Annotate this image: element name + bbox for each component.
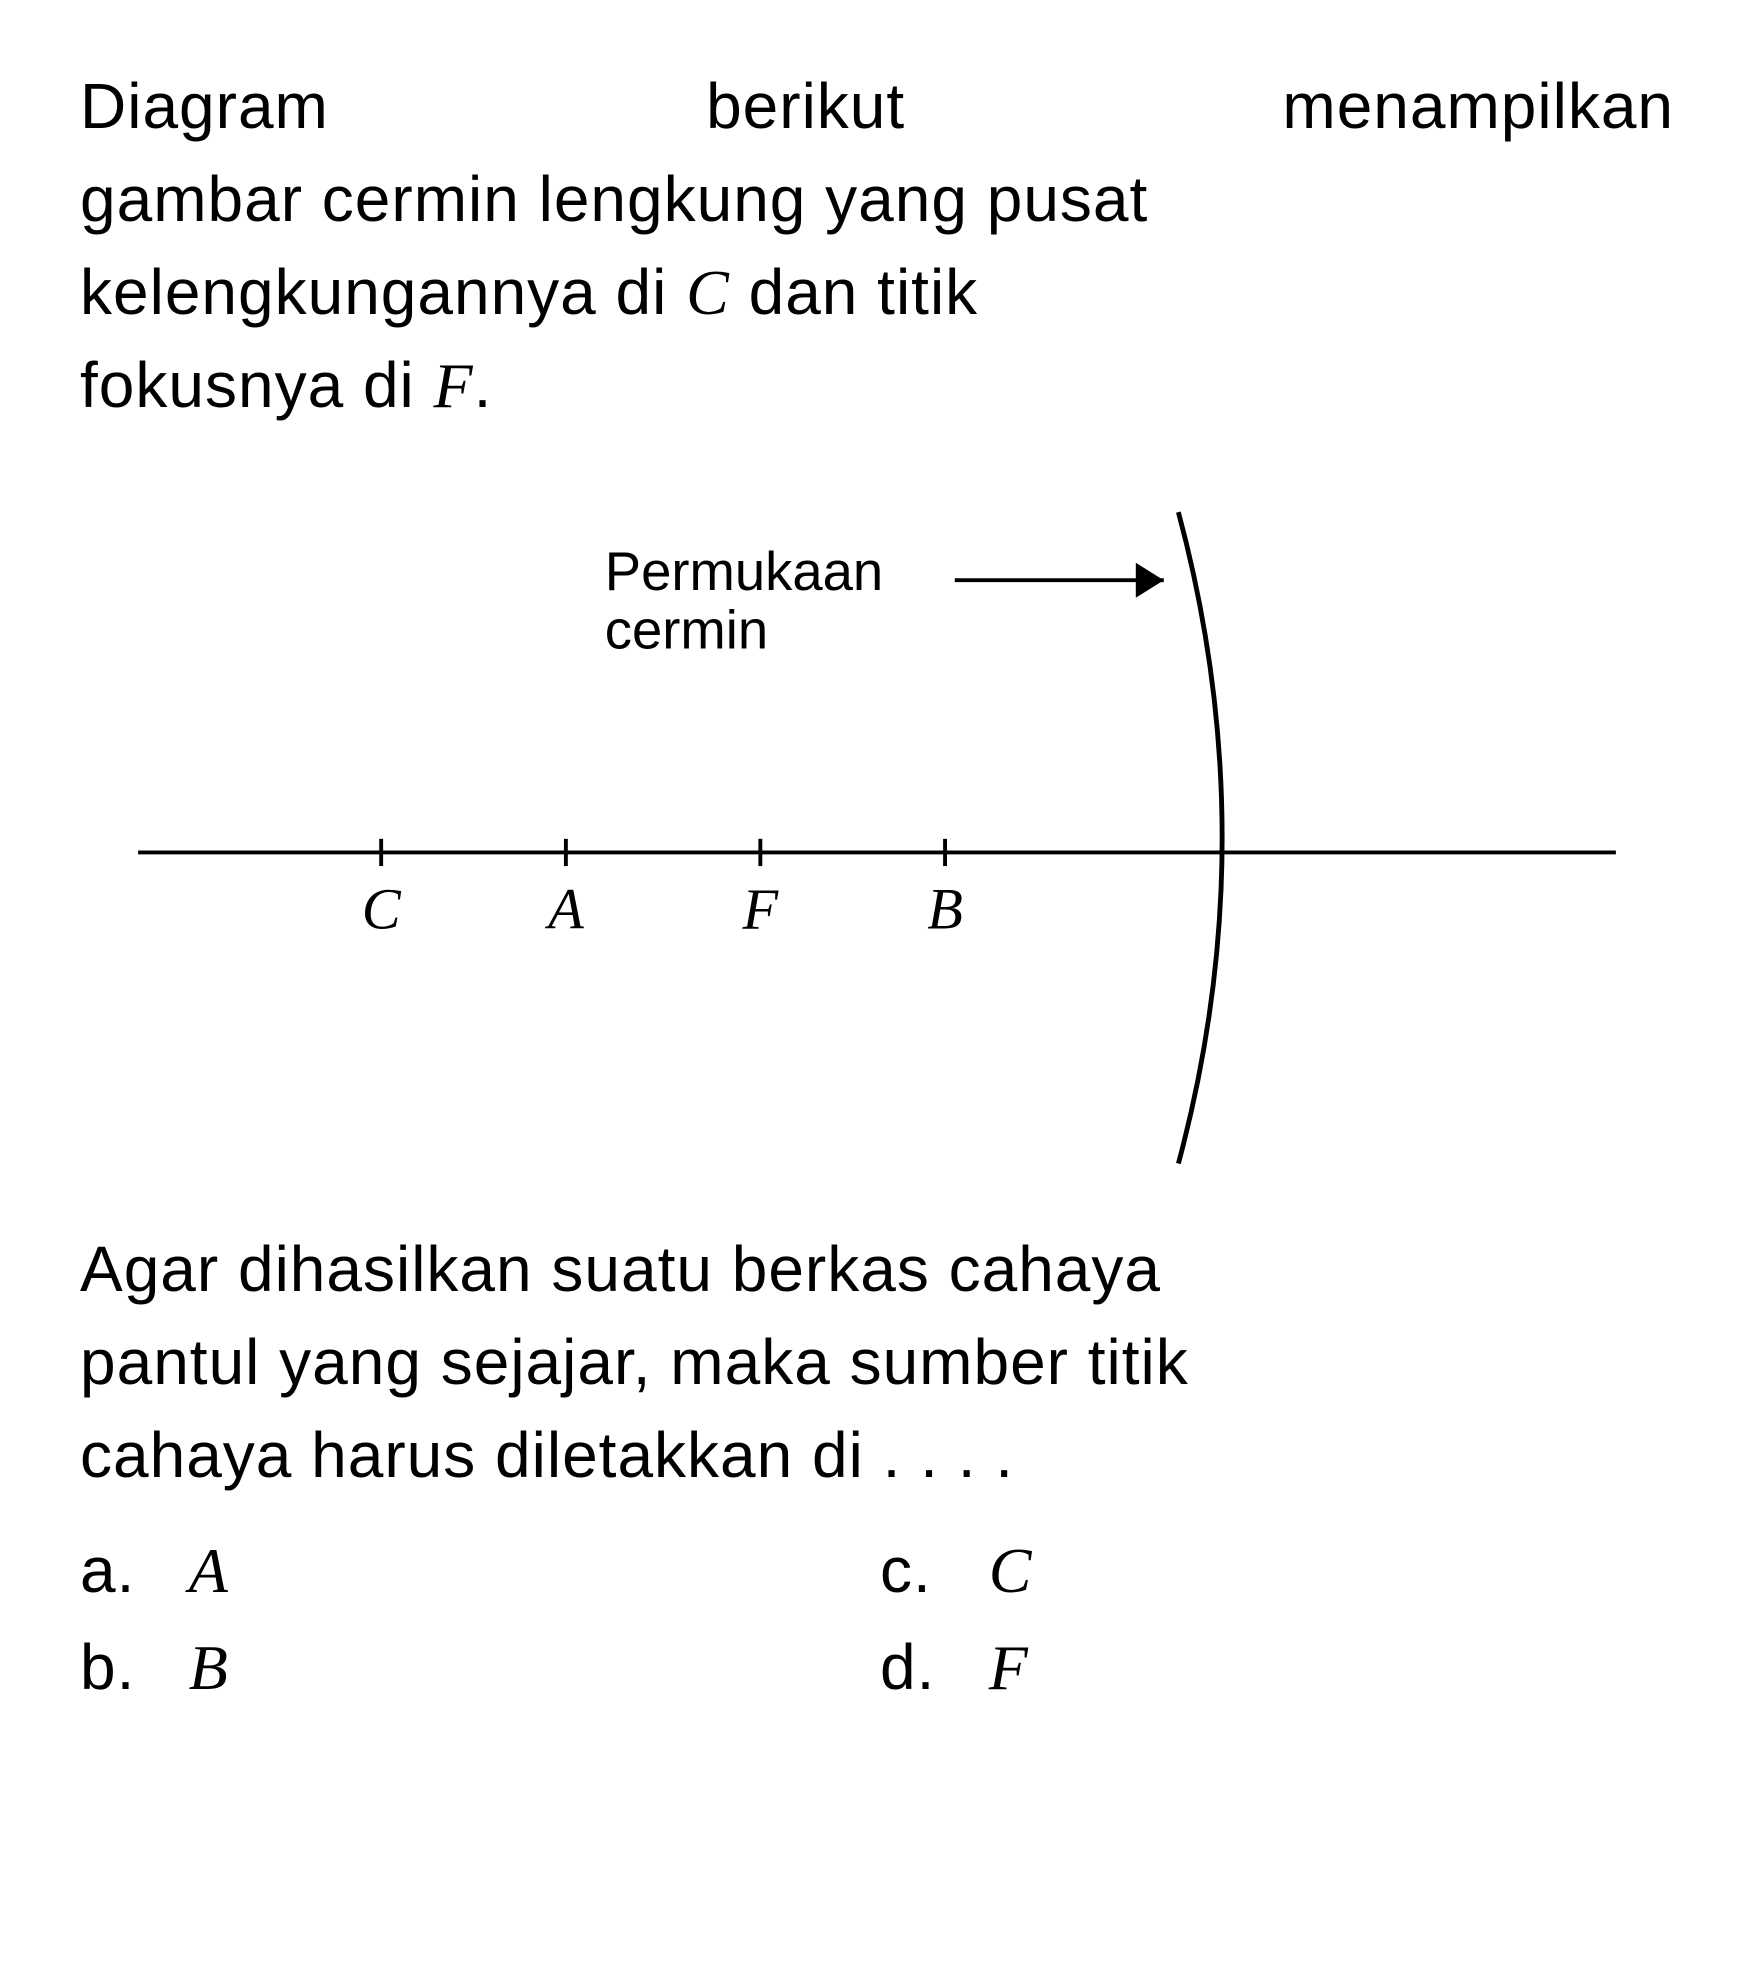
svg-text:C: C [362,876,402,941]
answer-options: a. A c. C b. B d. F [80,1522,1674,1716]
option-b: b. B [80,1619,880,1716]
fu-line3: cahaya harus diletakkan di . . . . [80,1409,1674,1502]
q-line3: kelengkungannya di C dan titik [80,246,1674,340]
svg-text:B: B [927,876,963,941]
option-d: d. F [880,1619,1029,1716]
svg-text:cermin: cermin [605,599,768,660]
option-a: a. A [80,1522,880,1619]
mirror-diagram: C A F B Permukaancermin [80,483,1674,1183]
svg-text:Permukaan: Permukaan [605,541,883,602]
fu-line2: pantul yang sejajar, maka sumber titik [80,1316,1674,1409]
option-c: c. C [880,1522,1032,1619]
fu-line1: Agar dihasilkan suatu berkas cahaya [80,1223,1674,1316]
diagram-svg: C A F B Permukaancermin [80,483,1674,1183]
followup-question: Agar dihasilkan suatu berkas cahaya pant… [80,1223,1674,1501]
diagram-content: C A F B Permukaancermin [138,512,1616,1163]
q-line4: fokusnya di F. [80,339,1674,433]
q-line1-w2: berikut [706,60,905,153]
q-line2: gambar cermin lengkung yang pusat [80,153,1674,246]
svg-text:F: F [742,876,780,941]
question-stem: Diagram berikut menampilkan gambar cermi… [80,60,1674,433]
q-line1-w1: Diagram [80,60,329,153]
svg-text:A: A [544,876,584,941]
q-line1-w3: menampilkan [1282,60,1674,153]
